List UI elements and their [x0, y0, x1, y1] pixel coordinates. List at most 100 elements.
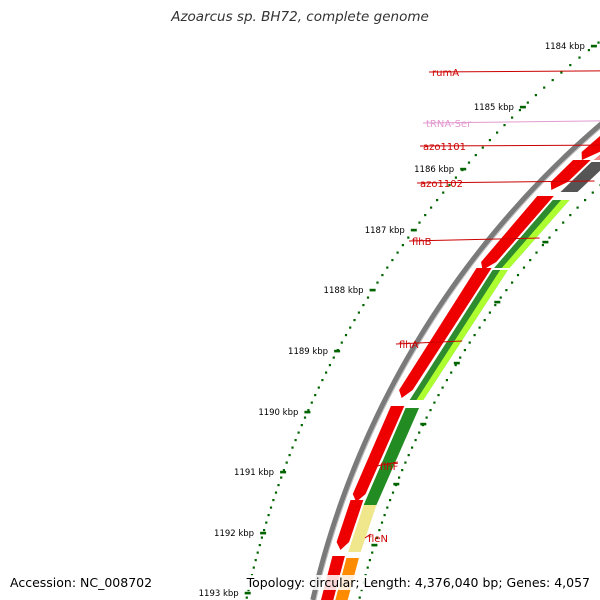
inner-ruler-dot: [429, 409, 432, 412]
gene-label-trna-ser: tRNA-Ser: [426, 119, 472, 130]
ruler-dot: [321, 379, 324, 382]
inner-ruler-dot: [389, 499, 392, 502]
ruler-dot: [518, 109, 521, 112]
ruler-dot: [436, 199, 439, 202]
ruler-dot: [488, 139, 491, 142]
ruler: 1184 kbp 1185 kbp 1186 kbp 1187 kbp 1188 kbp…: [199, 41, 600, 599]
ruler-dot: [560, 71, 563, 74]
ruler-tick: [304, 410, 311, 414]
ruler-dot: [263, 529, 266, 532]
ruler-dot: [430, 206, 433, 209]
flhF-feature: [363, 408, 420, 505]
ruler-dot: [381, 274, 384, 277]
inner-ruler-dot: [562, 221, 565, 224]
ruler-tick: [260, 531, 267, 535]
ruler-dot: [534, 94, 537, 97]
inner-ruler-tick: [371, 543, 378, 547]
ruler-label: 1187 kbp: [365, 226, 405, 236]
ruler-dot: [288, 454, 291, 457]
ruler-dot: [511, 116, 514, 119]
inner-ruler-dot: [360, 589, 363, 592]
inner-ruler-dot: [358, 596, 361, 599]
gene-label-azo1101: azo1101: [423, 142, 466, 153]
inner-ruler-dot: [522, 266, 526, 269]
ruler-dot: [396, 251, 399, 254]
inner-ruler-dot: [511, 281, 514, 284]
inner-ruler-dot: [401, 469, 404, 472]
ruler-dot: [260, 536, 263, 539]
ruler-dot: [391, 259, 394, 262]
accession-text: Accession: NC_008702: [8, 575, 155, 590]
inner-ruler-dot: [516, 274, 520, 277]
ruler-dot: [543, 86, 546, 89]
ruler-dot: [424, 214, 427, 217]
inner-ruler-dot: [450, 371, 453, 374]
ruler-dot: [291, 446, 294, 449]
label-leader-line: [376, 461, 398, 467]
ruler-dot: [332, 356, 335, 359]
ruler-label: 1191 kbp: [234, 468, 274, 478]
ruler-label: 1192 kbp: [214, 529, 254, 539]
ruler-dot: [254, 559, 257, 562]
ruler-label: 1190 kbp: [258, 408, 298, 418]
inner-ruler-dot: [391, 491, 395, 494]
ruler-dot: [325, 371, 328, 374]
ruler-tick: [590, 44, 597, 48]
inner-ruler-dot: [398, 476, 401, 479]
ruler-dot: [300, 424, 303, 427]
inner-ruler-dot: [375, 536, 378, 539]
ruler-dot: [407, 236, 410, 239]
ruler-dot: [317, 386, 320, 389]
inner-ruler-dot: [411, 446, 414, 449]
ruler-dot: [401, 244, 404, 247]
ruler-dot: [353, 319, 356, 322]
label-leader-line: [416, 180, 595, 184]
ruler-dot: [252, 566, 255, 569]
label-leader-line: [422, 120, 600, 124]
ruler-dot: [357, 311, 360, 314]
inner-ruler-dot: [425, 416, 428, 419]
gene-label-flha: flhA: [399, 340, 419, 351]
inner-ruler-dot: [478, 326, 481, 329]
inner-ruler-dot: [371, 551, 374, 554]
ruler-dot: [307, 409, 310, 412]
ruler-dot: [551, 79, 554, 82]
inner-ruler-dot: [494, 304, 497, 307]
ruler-dot: [503, 124, 506, 127]
ruler-dot: [344, 334, 348, 337]
inner-ruler-dot: [418, 431, 421, 434]
inner-ruler-dot: [529, 259, 532, 262]
inner-ruler-dot: [407, 454, 410, 457]
inner-ruler-dot: [548, 236, 551, 239]
inner-ruler-tick: [542, 240, 549, 244]
inner-ruler-dot: [368, 559, 371, 562]
ruler-dot: [247, 589, 250, 592]
ruler-dot: [569, 64, 572, 67]
azo1101-feature: [593, 154, 600, 160]
ruler-dot: [578, 56, 581, 59]
ruler-tick: [460, 167, 467, 171]
ruler-dot: [265, 521, 268, 524]
inner-ruler-dot: [383, 514, 386, 517]
ruler-dot: [349, 326, 352, 329]
inner-ruler-dot: [584, 199, 587, 202]
inner-ruler-dot: [488, 311, 491, 314]
ruler-label: 1186 kbp: [414, 165, 454, 175]
inner-ruler-dot: [366, 566, 369, 569]
inner-ruler-dot: [569, 214, 572, 217]
ruler-label: 1193 kbp: [199, 589, 239, 599]
inner-ruler-tick: [420, 422, 427, 426]
label-leader-line: [428, 70, 600, 73]
inner-ruler-dot: [378, 529, 381, 532]
ruler-dot: [310, 401, 313, 404]
ruler-dot: [314, 394, 317, 397]
inner-ruler-dot: [380, 521, 384, 524]
inner-ruler-dot: [483, 319, 486, 322]
ruler-dot: [587, 49, 590, 52]
ruler-dot: [481, 146, 484, 149]
map-title: Azoarcus sp. BH72, complete genome: [171, 9, 429, 25]
inner-ruler-dot: [459, 356, 462, 359]
flhF-cds: [352, 406, 405, 502]
ruler-dot: [386, 266, 389, 269]
ruler-dot: [285, 461, 288, 464]
